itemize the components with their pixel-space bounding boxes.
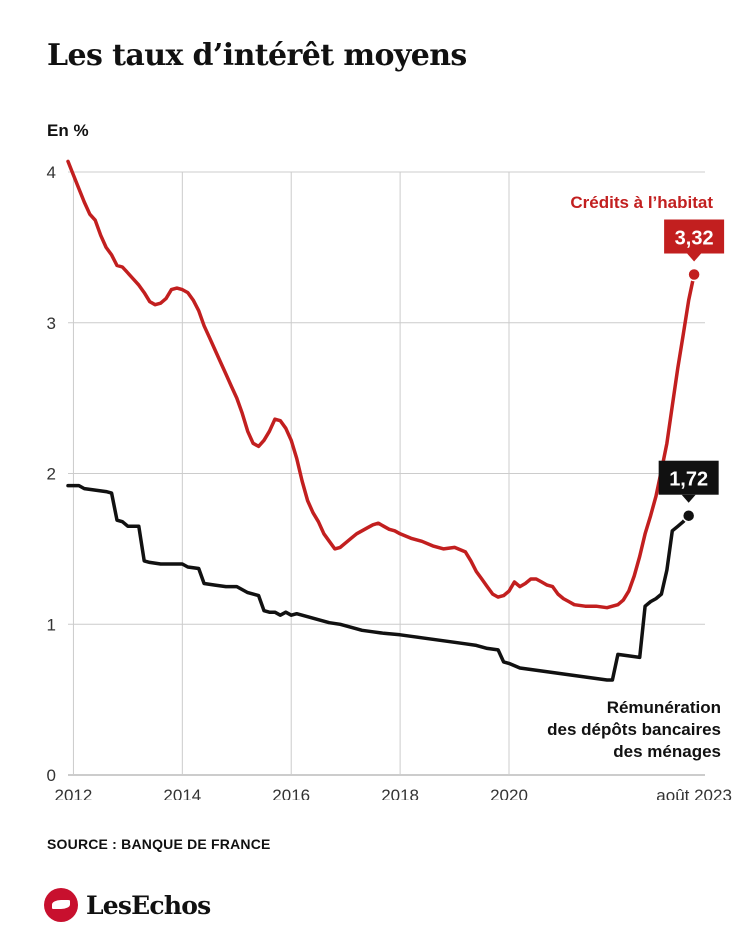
series-line-0 [66, 159, 696, 610]
value-callout-box-1 [658, 460, 719, 495]
series-name-deposits-line-2: des ménages [613, 742, 721, 761]
y-tick-1: 1 [47, 615, 56, 634]
gridlines [68, 171, 705, 776]
y-tick-4: 4 [47, 163, 56, 182]
series-lines [66, 159, 701, 682]
series-endpoint-0 [687, 267, 701, 282]
value-callout-label-0: 3,32 [675, 228, 714, 250]
series-name-deposits: Rémunération des dépôts bancaires des ména… [547, 698, 721, 761]
series-endpoint-1 [681, 508, 696, 523]
y-tick-3: 3 [47, 314, 56, 333]
value-callout-box-0 [664, 219, 725, 254]
series-labels: 3,32 1,72 Crédits à l’habitat Rémunération d… [547, 193, 725, 761]
chart-title: Les taux d’intérêt moyens [47, 38, 467, 73]
y-tick-0: 0 [47, 766, 56, 785]
y-tick-labels: 0 1 2 3 4 [47, 163, 56, 785]
brand-name: LesEchos [86, 890, 211, 920]
x-tick-labels: 2012 2014 2016 2018 2020 août 2023 [55, 786, 732, 800]
brand-logo: LesEchos [44, 888, 211, 922]
series-name-deposits-line-1: des dépôts bancaires [547, 720, 721, 739]
source-note: SOURCE : BANQUE DE FRANCE [47, 836, 271, 852]
series-name-credit: Crédits à l’habitat [570, 193, 713, 212]
unit-label: En % [47, 121, 89, 140]
x-tick-2020: 2020 [490, 786, 528, 800]
x-tick-2018: 2018 [381, 786, 419, 800]
value-callout-pointer-1 [681, 494, 696, 503]
x-tick-août 2023: août 2023 [656, 786, 732, 800]
value-callout-label-1: 1,72 [669, 469, 708, 491]
y-tick-2: 2 [47, 465, 56, 484]
value-callout-pointer-0 [687, 253, 702, 262]
series-line-1 [66, 483, 691, 682]
series-name-deposits-line-0: Rémunération [607, 698, 721, 717]
les-echos-bird-icon [44, 888, 78, 922]
x-tick-2012: 2012 [55, 786, 93, 800]
x-tick-2016: 2016 [272, 786, 310, 800]
line-chart: 0 1 2 3 4 2012 2014 2016 2018 2020 août 2023 3,32… [47, 159, 732, 800]
x-tick-2014: 2014 [163, 786, 201, 800]
